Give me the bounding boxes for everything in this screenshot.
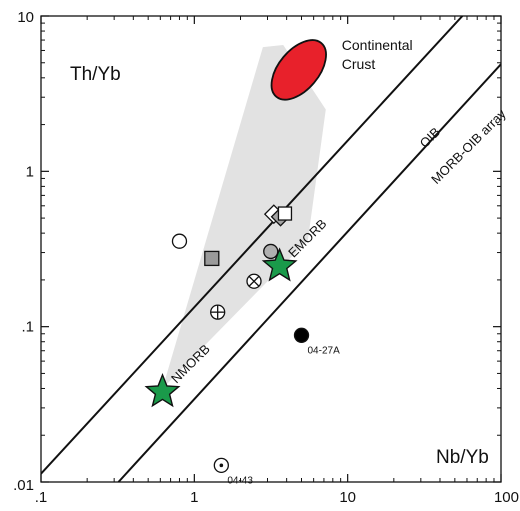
plot-area [41, 16, 501, 482]
shaded-field [162, 45, 326, 389]
sample-circle-plus [210, 304, 226, 320]
annotation-morb-oib-array: MORB-OIB array [428, 106, 509, 187]
star-emorb [261, 247, 298, 282]
array-line-upper [41, 16, 464, 475]
sample-circle-dot [213, 457, 229, 473]
sample-label: 04-27A [308, 345, 341, 356]
y-tick-label: 10 [17, 9, 34, 26]
y-axis-label: Th/Yb [70, 64, 121, 85]
x-tick-label: .1 [35, 489, 48, 506]
x-tick-label: 100 [494, 489, 519, 506]
sample-circle-black [293, 327, 310, 343]
sample-square-open [277, 206, 293, 221]
continental-crust-label-line: Continental [342, 37, 413, 53]
annotation-oib: OIB [417, 124, 443, 150]
continental-crust-field [270, 39, 327, 101]
star-nmorb [144, 373, 181, 408]
continental-crust-label-line: Crust [342, 56, 376, 72]
y-tick-label: .1 [21, 319, 34, 336]
y-tick-label: 1 [26, 163, 34, 180]
array-line-lower [117, 63, 501, 482]
sample-circle-gray [263, 243, 279, 260]
y-tick-label: .01 [13, 477, 34, 494]
plot-frame [40, 15, 502, 483]
marker-cross-stroke [248, 275, 260, 287]
sample-square-gray [204, 250, 220, 267]
x-tick-label: 1 [190, 489, 198, 506]
sample-circle-cross [246, 273, 262, 289]
sample-circle-open [171, 233, 188, 249]
x-tick-label: 10 [339, 489, 356, 506]
continental-crust-label: Continental Crust [342, 37, 413, 72]
marker-dot [219, 463, 224, 468]
x-axis-label: Nb/Yb [436, 447, 489, 468]
